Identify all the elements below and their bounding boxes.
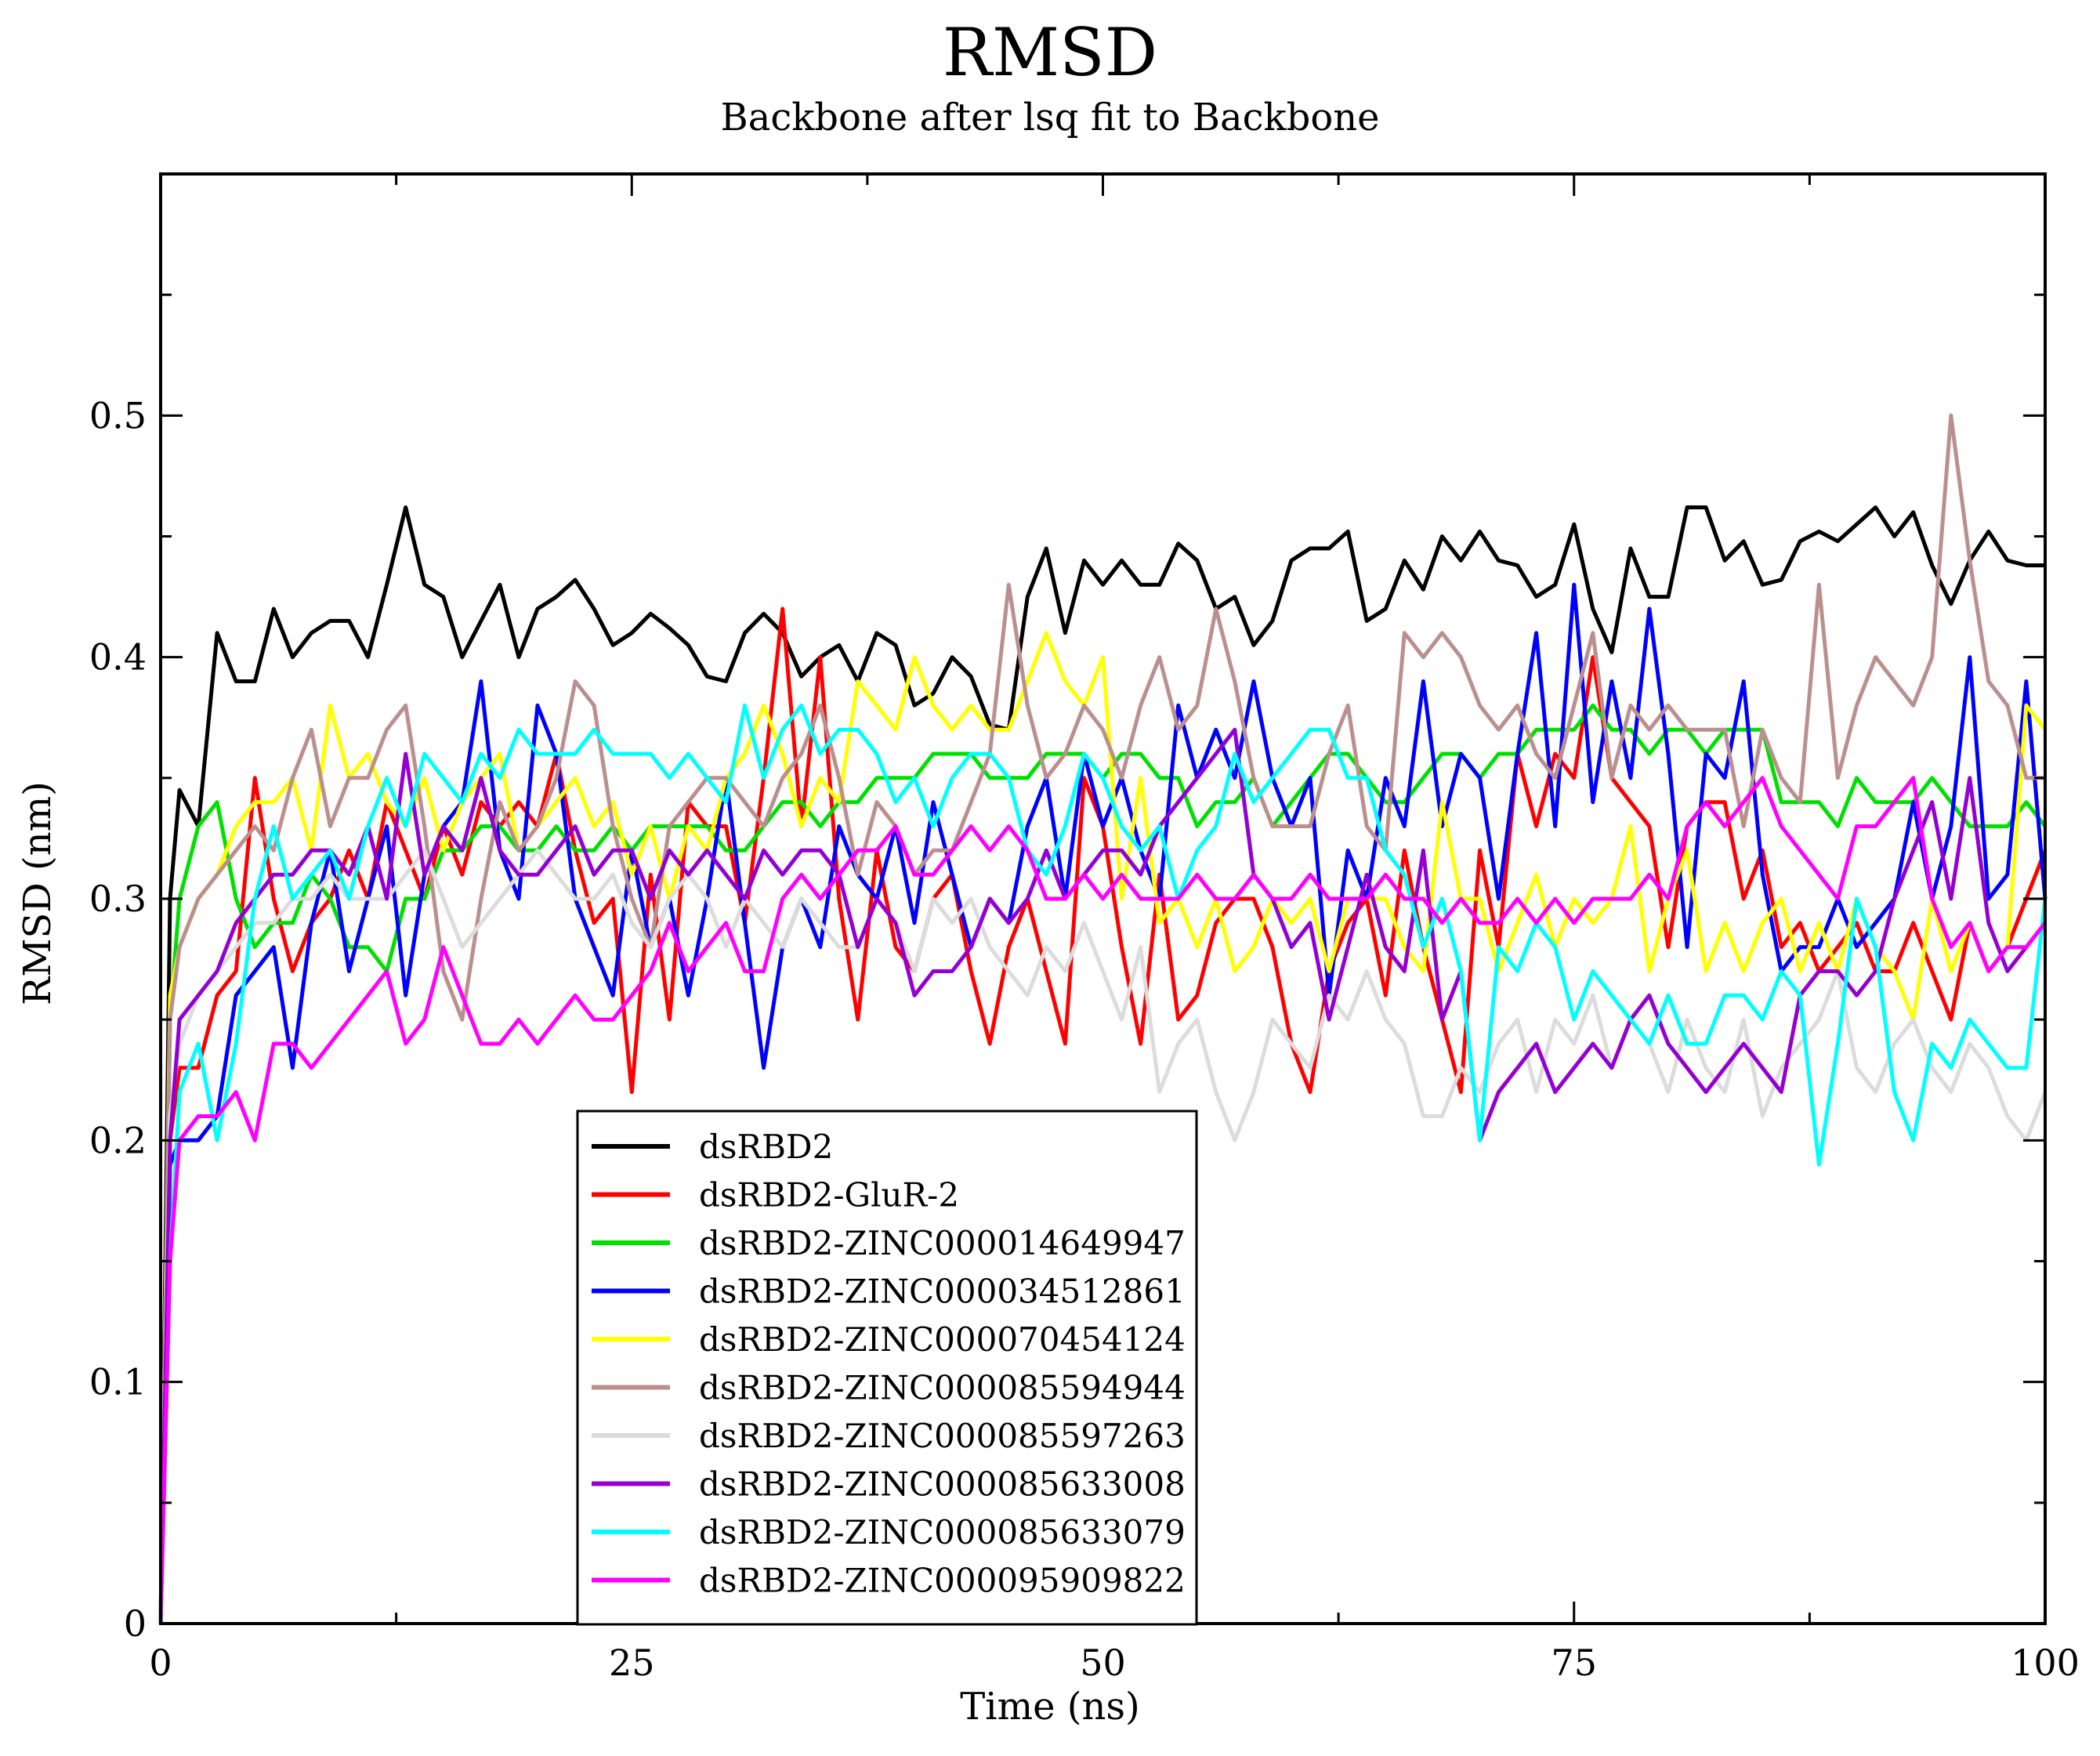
series-line-8 (158, 703, 2048, 1624)
series-line-7 (158, 727, 2047, 1624)
series-line-0 (158, 505, 2045, 1624)
y-tick-label: 0 (124, 1602, 147, 1645)
series-layer (158, 413, 2048, 1624)
x-tick-label: 50 (1080, 1642, 1126, 1684)
legend: dsRBD2 dsRBD2-GluR-2 dsRBD2-ZINC0000146499… (576, 1110, 1198, 1626)
legend-label-1: dsRBD2-GluR-2 (699, 1176, 959, 1215)
x-tick-label: 0 (149, 1642, 172, 1684)
legend-label-8: dsRBD2-ZINC000085633079 (699, 1513, 1186, 1551)
x-tick-label: 25 (609, 1642, 655, 1684)
x-tick-label: 75 (1551, 1642, 1597, 1684)
series-line-9 (158, 776, 2047, 1624)
axis-layer: 0 25 50 75 100 0 0.1 0.2 0.3 0.4 0.5 (89, 174, 2080, 1684)
legend-label-4: dsRBD2-ZINC000070454124 (699, 1320, 1186, 1359)
chart-subtitle: Backbone after lsq fit to Backbone (720, 96, 1380, 139)
legend-label-7: dsRBD2-ZINC000085633008 (699, 1465, 1186, 1504)
y-tick-label: 0.2 (89, 1119, 147, 1161)
legend-label-2: dsRBD2-ZINC000014649947 (699, 1224, 1186, 1262)
legend-label-9: dsRBD2-ZINC000095909822 (699, 1562, 1186, 1600)
chart-title: RMSD (942, 14, 1158, 91)
series-line-5 (158, 413, 2045, 1624)
y-tick-label: 0.3 (89, 878, 147, 920)
legend-label-6: dsRBD2-ZINC000085597263 (699, 1417, 1186, 1455)
x-tick-label: 100 (2011, 1642, 2080, 1684)
x-axis-label: Time (ns) (960, 1685, 1140, 1729)
y-tick-label: 0.4 (89, 636, 147, 679)
y-tick-label: 0.1 (89, 1361, 147, 1403)
legend-label-3: dsRBD2-ZINC000034512861 (699, 1273, 1186, 1311)
y-tick-label: 0.5 (89, 394, 147, 436)
legend-label-5: dsRBD2-ZINC000085594944 (699, 1369, 1186, 1407)
series-line-4 (158, 631, 2047, 1624)
legend-label-0: dsRBD2 (699, 1128, 833, 1166)
series-line-6 (158, 848, 2048, 1624)
series-line-1 (158, 606, 2048, 1624)
legend-box (576, 1110, 1198, 1626)
